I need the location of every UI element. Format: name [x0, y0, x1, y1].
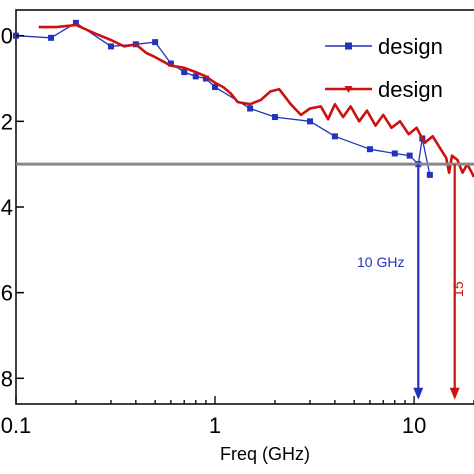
data-point — [72, 19, 79, 26]
data-point — [366, 146, 373, 153]
data-point — [271, 114, 278, 121]
data-point — [167, 60, 174, 67]
annotation-label-red: 15 — [450, 281, 466, 297]
data-point — [212, 84, 219, 91]
legend-label-series-1: design — [378, 34, 443, 59]
data-point — [307, 118, 314, 125]
data-point — [152, 39, 159, 46]
y-tick-label: 2 — [1, 109, 13, 134]
legend: design design — [325, 34, 443, 102]
x-axis-label: Freq (GHz) — [220, 444, 310, 464]
data-point — [426, 171, 433, 178]
legend-label-series-2: design — [378, 77, 443, 102]
x-tick-label: 0.1 — [1, 413, 32, 438]
annotation-label-blue: 10 GHz — [357, 254, 404, 270]
y-tick-label: 4 — [1, 195, 13, 220]
y-tick-label: 6 — [1, 281, 13, 306]
axis-layer: Freq (GHz) 0 2 4 6 8 0.1 1 10 — [1, 24, 474, 464]
y-tick-label: 0 — [1, 24, 13, 49]
data-point — [48, 34, 55, 41]
data-point — [202, 75, 209, 82]
data-point — [181, 69, 188, 76]
x-tick-label: 1 — [209, 413, 221, 438]
arrow-head-1 — [413, 387, 424, 400]
series-layer — [13, 19, 474, 178]
data-point — [331, 133, 338, 140]
data-point — [107, 43, 114, 50]
series-line-2 — [38, 23, 474, 178]
plot-frame — [15, 9, 474, 405]
data-point — [247, 105, 254, 112]
plot-area — [15, 9, 474, 405]
data-point — [192, 73, 199, 80]
annotation-layer: 10 GHz 15 — [16, 162, 474, 400]
data-point — [406, 152, 413, 159]
data-point — [391, 150, 398, 157]
y-tick-label: 8 — [1, 366, 13, 391]
legend-marker-series-2 — [344, 86, 353, 93]
legend-marker-series-1 — [345, 42, 352, 50]
x-tick-label: 10 — [402, 413, 426, 438]
arrow-head-2 — [449, 387, 460, 400]
